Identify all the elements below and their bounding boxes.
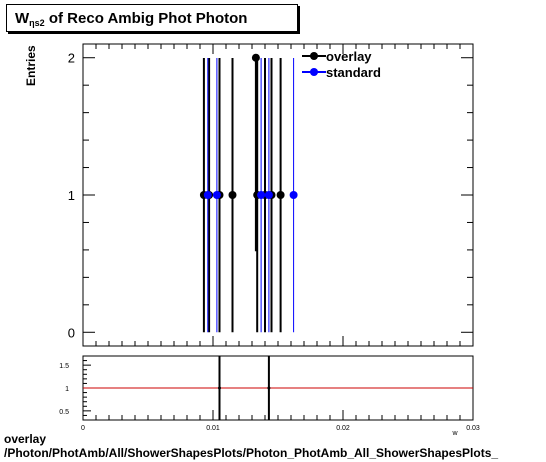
- overlay-point: [251, 53, 260, 62]
- x-tick-label: 0.03: [466, 425, 480, 432]
- x-tick-label: 0.02: [336, 425, 350, 432]
- footer-line2: /Photon/PhotAmb/All/ShowerShapesPlots/Ph…: [4, 446, 499, 460]
- title-text: of Reco Ambig Phot Photon: [48, 10, 248, 27]
- title-symbol: W: [15, 10, 30, 27]
- standard-point: [264, 191, 273, 199]
- legend-marker-overlay: [310, 52, 318, 60]
- y-tick-label: 0: [68, 325, 75, 340]
- y-tick-label: 2: [68, 51, 75, 66]
- title-subscript: ηs2: [29, 18, 45, 28]
- y-tick-label: 1: [68, 188, 75, 203]
- x-tick-label: 0.01: [206, 425, 220, 432]
- overlay-point: [228, 191, 237, 199]
- ratio-y-tick-label: 0.5: [59, 409, 69, 416]
- legend-label-standard: standard: [326, 65, 381, 80]
- standard-point: [289, 191, 298, 199]
- x-axis-label: w: [451, 430, 458, 437]
- standard-point: [257, 191, 266, 199]
- footer-line1: overlay: [4, 432, 47, 446]
- x-tick-label: 0: [81, 425, 85, 432]
- overlay-point: [276, 191, 285, 199]
- ratio-point: [218, 386, 221, 390]
- legend-marker-standard: [310, 68, 318, 76]
- legend-label-overlay: overlay: [326, 49, 372, 64]
- ratio-y-tick-label: 1: [65, 386, 69, 393]
- chart-title: Wηs2 of Reco Ambig Phot Photon: [6, 4, 298, 32]
- ratio-y-tick-label: 1.5: [59, 363, 69, 370]
- standard-point: [203, 191, 212, 199]
- ratio-point: [267, 386, 271, 390]
- standard-point: [212, 191, 221, 199]
